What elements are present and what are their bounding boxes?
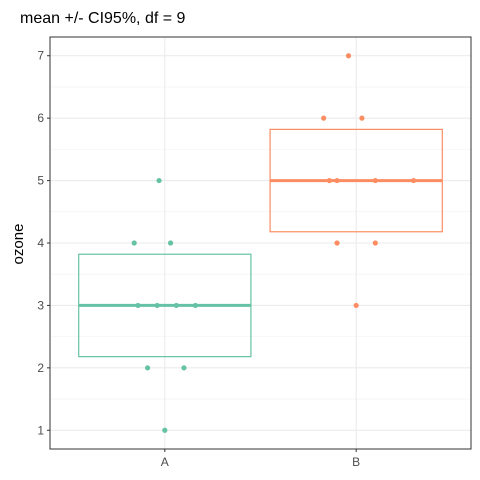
data-point-A bbox=[131, 240, 137, 246]
y-tick-label: 5 bbox=[37, 174, 44, 188]
data-point-B bbox=[353, 302, 359, 309]
x-tick-label-B: B bbox=[352, 455, 360, 469]
data-point-A bbox=[156, 177, 162, 184]
data-point-A bbox=[173, 302, 179, 309]
data-point-B bbox=[321, 115, 327, 121]
y-tick-label: 6 bbox=[37, 111, 44, 125]
data-point-B bbox=[372, 177, 378, 184]
data-point-A bbox=[162, 427, 168, 433]
y-tick-label: 4 bbox=[37, 236, 44, 250]
data-point-B bbox=[359, 115, 365, 121]
data-point-B bbox=[372, 240, 378, 246]
x-tick-label-A: A bbox=[161, 455, 169, 469]
plot-area: 1 2 3 4 5 6 7 A B bbox=[37, 36, 472, 469]
data-point-B bbox=[345, 53, 352, 59]
y-tick-label: 2 bbox=[37, 361, 44, 375]
y-tick-label: 7 bbox=[37, 49, 44, 63]
data-point-A bbox=[154, 302, 160, 309]
y-tick-label: 1 bbox=[37, 423, 44, 437]
data-point-A bbox=[192, 302, 199, 309]
data-point-B bbox=[334, 240, 340, 246]
y-tick-label: 3 bbox=[37, 298, 44, 312]
data-point-A bbox=[181, 365, 187, 371]
data-point-B bbox=[334, 177, 340, 184]
data-point-B bbox=[326, 177, 332, 184]
data-point-A bbox=[135, 302, 141, 309]
y-axis-title: ozone bbox=[10, 224, 27, 265]
chart-title: mean +/- CI95%, df = 9 bbox=[20, 10, 186, 27]
data-point-A bbox=[167, 240, 174, 246]
data-point-B bbox=[410, 177, 417, 184]
data-point-A bbox=[144, 365, 151, 371]
